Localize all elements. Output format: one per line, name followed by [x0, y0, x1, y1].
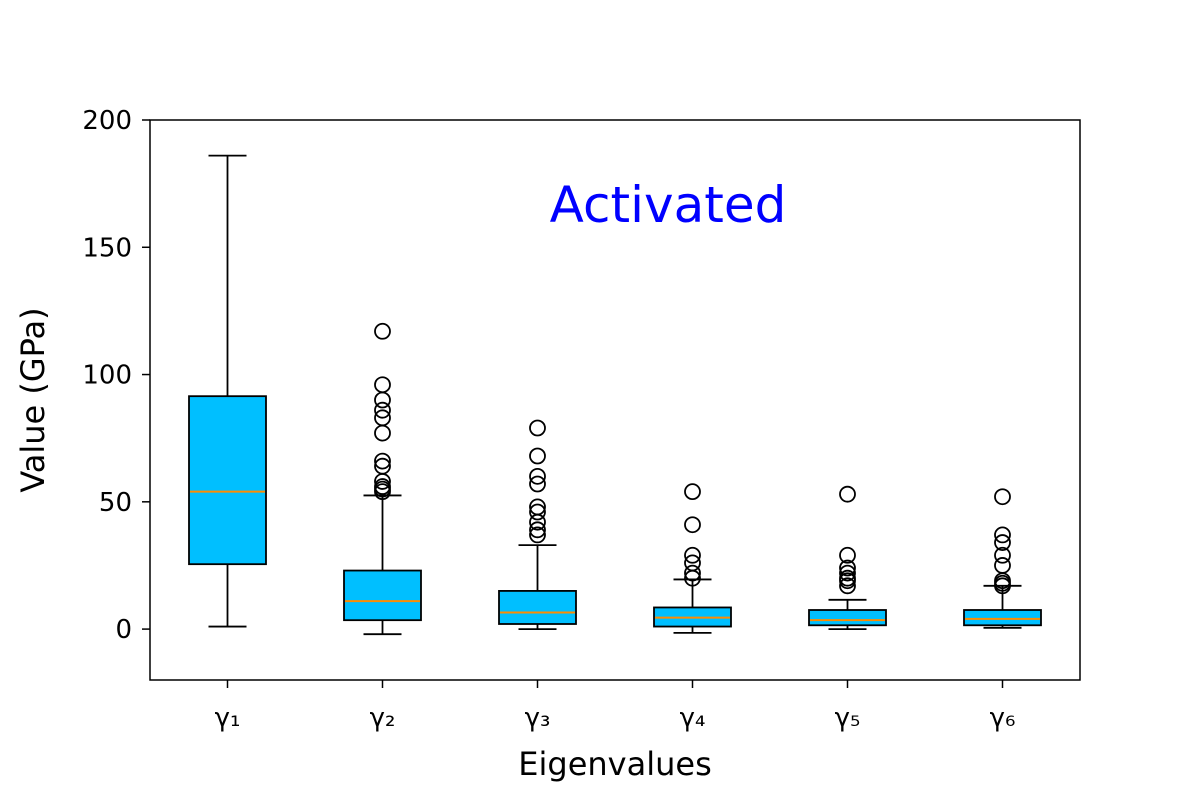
x-axis-label: Eigenvalues — [518, 745, 711, 783]
outlier-point — [529, 447, 546, 465]
x-axis: γ₁ γ₂ γ₃ γ₄ γ₅ γ₆ — [215, 680, 1016, 733]
outlier-point — [684, 546, 701, 564]
outlier-point — [684, 564, 701, 582]
outlier-point — [529, 475, 546, 493]
y-tick-label: 200 — [82, 106, 132, 136]
y-axis-label: Value (GPa) — [14, 307, 52, 492]
box-5 — [808, 485, 887, 630]
outlier-point — [374, 452, 391, 470]
y-axis: 0 50 100 150 200 — [82, 106, 150, 645]
outlier-point — [994, 526, 1011, 544]
y-tick-label: 100 — [82, 361, 132, 391]
outlier-point — [684, 569, 701, 587]
outlier-point — [374, 391, 391, 409]
axes-frame — [149, 119, 1081, 681]
outlier-point — [374, 401, 391, 419]
outlier-point — [994, 557, 1011, 574]
annotation-label: Activated — [550, 176, 787, 234]
iqr-box — [498, 590, 577, 625]
x-tick-label: γ₁ — [215, 703, 241, 733]
iqr-box — [188, 395, 267, 566]
outlier-point — [529, 521, 546, 539]
outlier-point — [839, 577, 856, 595]
outlier-point — [529, 503, 546, 521]
iqr-box — [808, 609, 887, 627]
outlier-point — [529, 419, 546, 437]
y-tick-label: 0 — [115, 615, 132, 645]
outlier-point — [994, 534, 1011, 551]
outlier-point — [839, 559, 856, 577]
outlier-point — [684, 483, 701, 501]
outlier-point — [839, 485, 856, 503]
outlier-point — [684, 516, 701, 534]
y-tick-label: 150 — [82, 233, 132, 263]
outlier-point — [374, 483, 391, 501]
x-tick-label: γ₆ — [990, 703, 1016, 733]
outlier-point — [994, 577, 1011, 595]
x-tick-label: γ₅ — [835, 703, 861, 733]
box-1 — [188, 154, 267, 628]
outlier-point — [994, 546, 1011, 564]
outlier-point — [839, 572, 856, 590]
outlier-point — [374, 376, 391, 394]
x-tick-label: γ₄ — [680, 703, 706, 733]
box-6 — [963, 488, 1042, 629]
plot-area — [188, 154, 1042, 636]
outlier-point — [529, 526, 546, 544]
box-2 — [343, 322, 422, 636]
x-tick-label: γ₂ — [370, 703, 396, 733]
outlier-point — [374, 473, 391, 490]
iqr-box — [963, 609, 1042, 627]
box-4 — [653, 483, 732, 634]
x-tick-label: γ₃ — [525, 703, 551, 733]
outlier-point — [839, 546, 856, 564]
box-3 — [498, 419, 577, 630]
outlier-point — [374, 322, 391, 340]
outlier-point — [994, 488, 1011, 506]
outlier-point — [529, 467, 546, 485]
outlier-point — [374, 424, 391, 442]
iqr-box — [343, 569, 422, 622]
outlier-point — [839, 564, 856, 582]
outlier-point — [529, 513, 546, 531]
y-tick-label: 50 — [99, 488, 132, 518]
